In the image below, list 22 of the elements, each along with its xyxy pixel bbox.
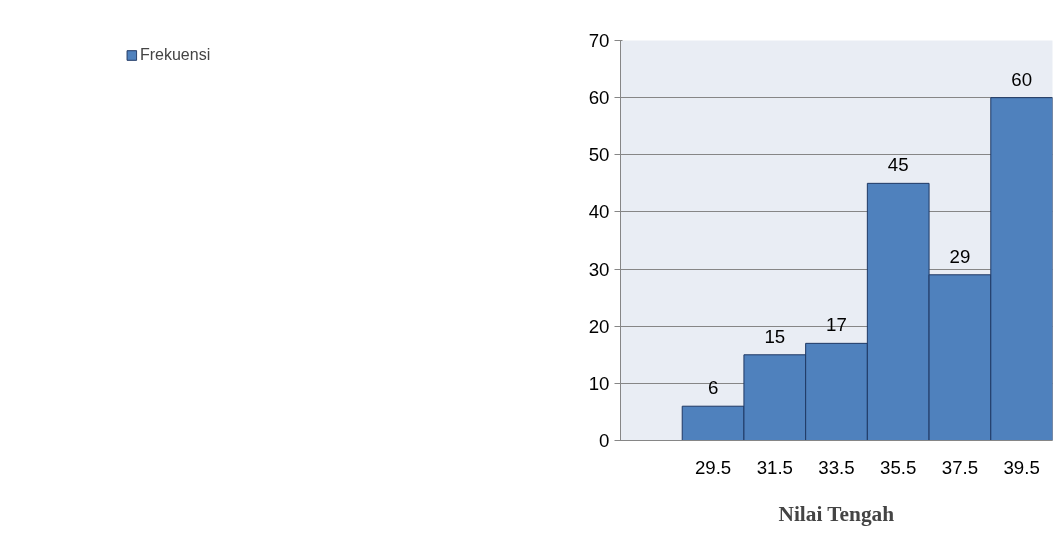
y-tick-label: 10 [588,372,610,394]
data-label: 29 [949,245,971,267]
data-label: 15 [764,325,786,347]
data-label: 60 [1011,68,1033,90]
x-tick-label: 31.5 [756,456,793,478]
x-tick-label: 39.5 [1003,456,1040,478]
data-label: 6 [707,377,719,399]
x-axis-title: Nilai Tengah [778,501,895,526]
x-tick-label: 33.5 [818,456,855,478]
y-tick-label: 20 [588,315,610,337]
y-tick-label: 60 [588,87,610,109]
x-tick-label: 29.5 [694,456,732,478]
data-label: 17 [826,314,847,336]
data-label: 45 [887,154,909,176]
x-tick-label: 35.5 [880,456,917,478]
y-tick-label: 50 [588,144,610,166]
x-tick-label: 37.5 [941,456,979,478]
y-tick-label: 30 [588,258,610,280]
y-tick-label: 0 [599,430,610,451]
y-tick-label: 40 [588,201,610,223]
y-tick-label: 70 [588,30,610,51]
legend-label: Frekuensi [139,46,211,64]
